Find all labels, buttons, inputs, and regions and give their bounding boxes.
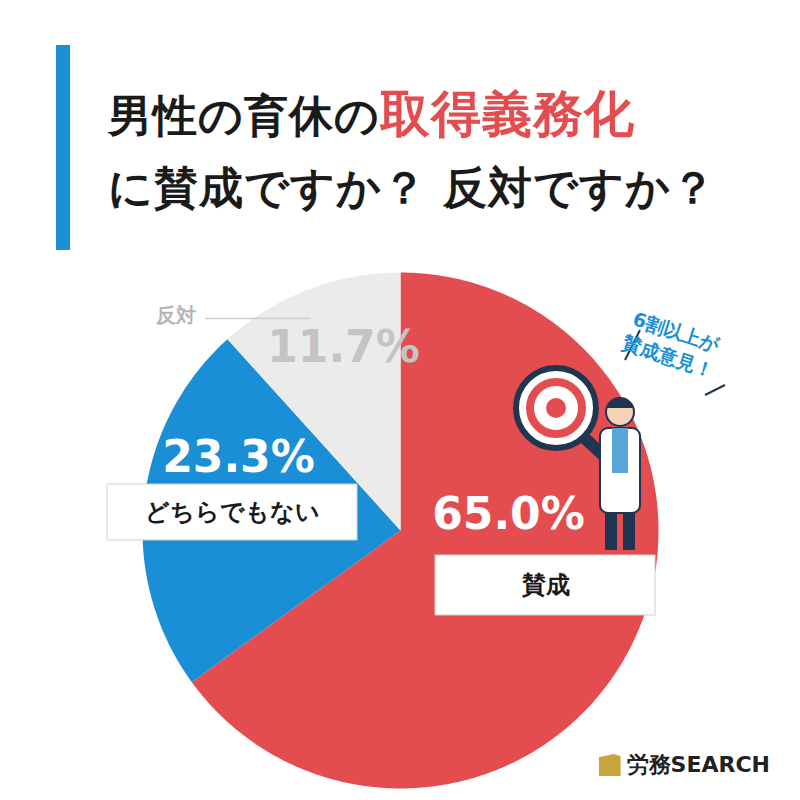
svg-text:11.7%: 11.7% (267, 321, 420, 372)
html-text:6割以上が 賛成意見！: 6割以上が 賛成意見！ (619, 307, 722, 382)
html-text:労務SEARCH: 労務SEARCH (626, 752, 770, 777)
svg-text:賛成: 賛成 (521, 571, 570, 599)
svg-text:どちらでもない: どちらでもない (145, 498, 320, 526)
svg-text:65.0%: 65.0% (432, 488, 585, 539)
html-text:に賛成ですか？ 反対ですか？: に賛成ですか？ 反対ですか？ (108, 162, 717, 213)
html-text:男性の育休の取得義務化: 男性の育休の取得義務化 (108, 85, 635, 143)
svg-text:反対: 反対 (155, 303, 196, 327)
svg-text:23.3%: 23.3% (162, 431, 315, 482)
